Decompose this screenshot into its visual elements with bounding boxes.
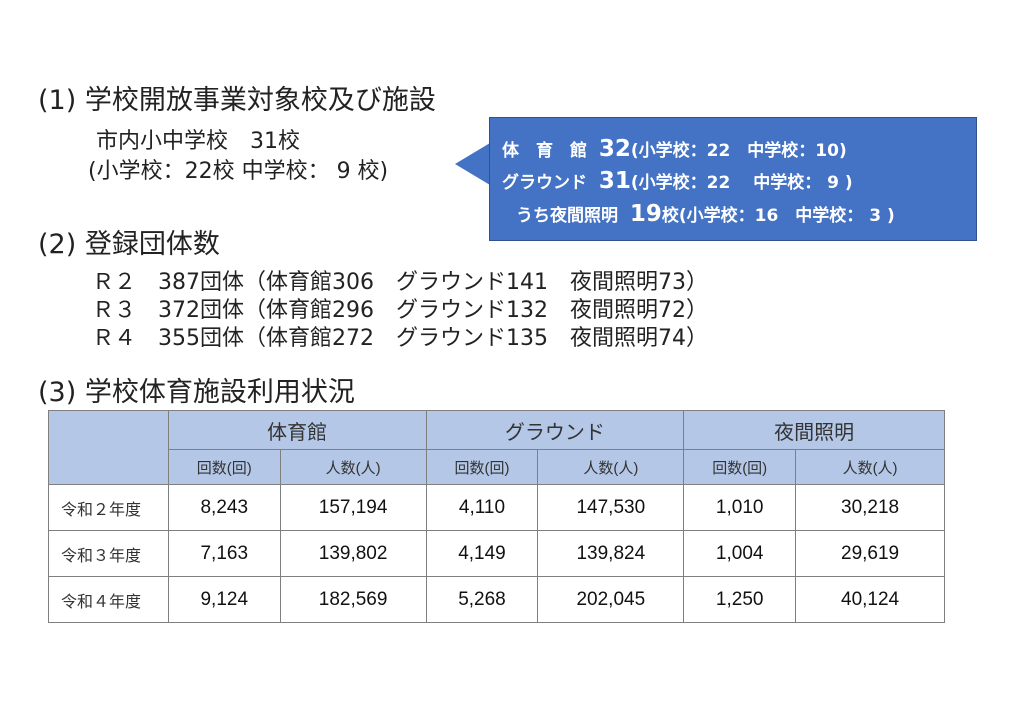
table-cell: 30,218 (795, 484, 945, 531)
section2-title: (2) 登録団体数 (38, 229, 220, 260)
group-header-night: 夜間照明 (683, 410, 945, 450)
table-row: 令和３年度 7,163 139,802 4,149 139,824 1,004 … (48, 530, 945, 577)
subheader-cell: 回数(回) (683, 449, 797, 485)
table-cell: 182,569 (279, 576, 427, 623)
subheader-cell: 人数(人) (795, 449, 945, 485)
table-cell: 202,045 (537, 576, 685, 623)
section1-line2: (小学校：22校 中学校： 9 校) (88, 159, 389, 184)
table-cell: 157,194 (279, 484, 427, 531)
callout-night-count: 19 (629, 201, 662, 227)
table-cell: 7,163 (167, 530, 281, 577)
table-cell: 4,110 (425, 484, 539, 531)
table-sub-header-row: 回数(回) 人数(人) 回数(回) 人数(人) 回数(回) 人数(人) (49, 449, 945, 485)
table-cell: 1,010 (683, 484, 797, 531)
registered-groups-r4: Ｒ４ 355団体（体育館272 グラウンド135 夜間照明74） (92, 326, 708, 351)
table-cell: 139,824 (537, 530, 685, 577)
table-cell: 9,124 (167, 576, 281, 623)
section1-title: (1) 学校開放事業対象校及び施設 (38, 85, 436, 116)
callout-row-night: うち夜間照明 19校(小学校：16 中学校： 3 ) (516, 201, 895, 227)
table-cell: 4,149 (425, 530, 539, 577)
callout-night-detail: (小学校：16 中学校： 3 ) (678, 206, 895, 226)
subheader-cell: 人数(人) (537, 449, 685, 485)
table-cell: 40,124 (795, 576, 945, 623)
registered-groups-r2: Ｒ２ 387団体（体育館306 グラウンド141 夜間照明73） (92, 270, 708, 295)
registered-groups-r3: Ｒ３ 372団体（体育館296 グラウンド132 夜間照明72） (92, 298, 708, 323)
table-corner-cell (48, 410, 169, 485)
table-cell: 8,243 (167, 484, 281, 531)
section1-line1: 市内小中学校 31校 (96, 129, 300, 154)
callout-row-ground: グラウンド 31(小学校：22 中学校： 9 ) (502, 168, 853, 194)
facility-callout: 体 育 館 32(小学校：22 中学校：10) グラウンド 31(小学校：22 … (489, 117, 977, 241)
table-cell: 5,268 (425, 576, 539, 623)
subheader-cell: 回数(回) (167, 449, 281, 485)
callout-gym-label: 体 育 館 (502, 141, 587, 161)
group-header-ground: グラウンド (425, 410, 685, 450)
table-row: 令和４年度 9,124 182,569 5,268 202,045 1,250 … (48, 576, 945, 623)
group-header-gym: 体育館 (167, 410, 427, 450)
table-cell: 1,004 (683, 530, 797, 577)
callout-row-gym: 体 育 館 32(小学校：22 中学校：10) (502, 136, 847, 162)
subheader-cell: 人数(人) (279, 449, 427, 485)
callout-ground-count: 31 (598, 168, 631, 194)
table-cell: 29,619 (795, 530, 945, 577)
subheader-cell: 回数(回) (425, 449, 539, 485)
row-year: 令和３年度 (48, 530, 169, 577)
callout-ground-label: グラウンド (502, 173, 587, 193)
callout-gym-count: 32 (598, 136, 631, 162)
usage-table: 体育館 グラウンド 夜間照明 回数(回) 人数(人) 回数(回) 人数(人) 回… (48, 410, 945, 623)
callout-night-label: うち夜間照明 (516, 206, 618, 226)
callout-ground-detail: (小学校：22 中学校： 9 ) (630, 173, 853, 193)
table-group-header-row: 体育館 グラウンド 夜間照明 (48, 410, 945, 485)
callout-night-suffix: 校 (661, 206, 679, 226)
table-cell: 139,802 (279, 530, 427, 577)
table-cell: 147,530 (537, 484, 685, 531)
callout-pointer (455, 143, 490, 185)
callout-gym-detail: (小学校：22 中学校：10) (630, 141, 847, 161)
row-year: 令和４年度 (48, 576, 169, 623)
table-row: 令和２年度 8,243 157,194 4,110 147,530 1,010 … (48, 484, 945, 531)
table-cell: 1,250 (683, 576, 797, 623)
section3-title: (3) 学校体育施設利用状況 (38, 377, 355, 408)
row-year: 令和２年度 (48, 484, 169, 531)
